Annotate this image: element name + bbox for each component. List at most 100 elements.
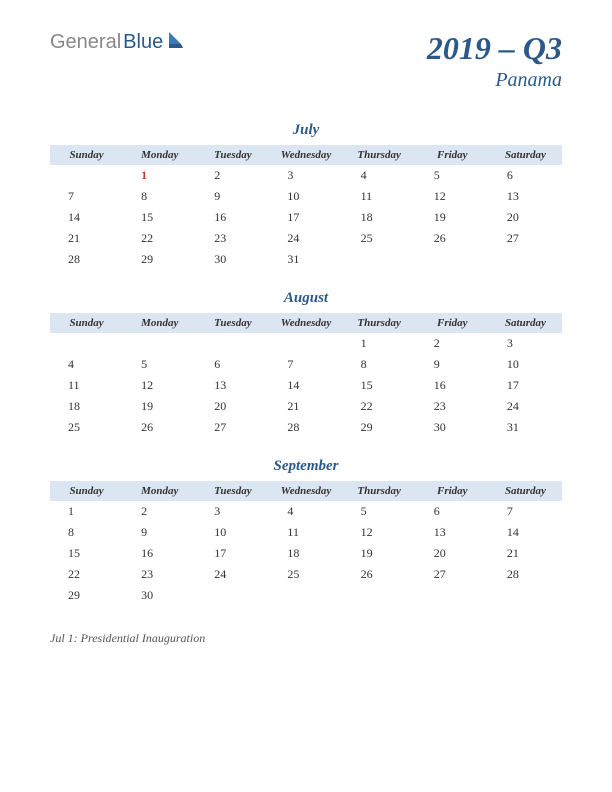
day-header: Wednesday (269, 145, 342, 165)
calendar-cell: 19 (123, 396, 196, 417)
calendar-cell (196, 333, 269, 354)
month-block: AugustSundayMondayTuesdayWednesdayThursd… (50, 290, 562, 438)
calendar-cell: 4 (50, 354, 123, 375)
day-header: Sunday (50, 145, 123, 165)
calendar-cell: 23 (196, 228, 269, 249)
calendar-cell (269, 585, 342, 606)
calendar-cell (343, 249, 416, 270)
calendar-cell (489, 585, 562, 606)
day-header: Thursday (343, 313, 416, 333)
calendar-cell: 17 (489, 375, 562, 396)
calendar-cell: 3 (269, 165, 342, 186)
calendar-cell: 5 (416, 165, 489, 186)
calendar-row: 45678910 (50, 354, 562, 375)
month-name: September (50, 458, 562, 475)
calendar-row: 891011121314 (50, 522, 562, 543)
calendar-cell (489, 249, 562, 270)
quarter-title: 2019 – Q3 (427, 30, 562, 67)
calendar-cell: 27 (416, 564, 489, 585)
logo-text-general: General (50, 31, 121, 54)
calendar-cell: 8 (343, 354, 416, 375)
calendar-cell: 30 (416, 417, 489, 438)
calendars-container: JulySundayMondayTuesdayWednesdayThursday… (50, 122, 562, 606)
logo: General Blue (50, 30, 185, 55)
calendar-cell: 13 (416, 522, 489, 543)
calendar-cell: 5 (343, 501, 416, 522)
calendar-cell: 20 (489, 207, 562, 228)
calendar-cell: 2 (123, 501, 196, 522)
calendar-row: 1234567 (50, 501, 562, 522)
calendar-row: 18192021222324 (50, 396, 562, 417)
calendar-row: 21222324252627 (50, 228, 562, 249)
calendar-cell: 10 (196, 522, 269, 543)
calendar-cell: 15 (50, 543, 123, 564)
calendar-cell: 15 (343, 375, 416, 396)
calendar-cell: 12 (416, 186, 489, 207)
calendar-cell: 22 (50, 564, 123, 585)
calendar-cell: 11 (269, 522, 342, 543)
calendar-cell: 9 (123, 522, 196, 543)
calendar-cell: 2 (196, 165, 269, 186)
calendar-cell: 20 (196, 396, 269, 417)
country-title: Panama (427, 69, 562, 92)
calendar-cell: 18 (50, 396, 123, 417)
calendar-cell: 24 (196, 564, 269, 585)
calendar-cell: 1 (50, 501, 123, 522)
calendar-cell: 3 (489, 333, 562, 354)
calendar-cell: 15 (123, 207, 196, 228)
calendar-row: 2930 (50, 585, 562, 606)
calendar-cell: 17 (269, 207, 342, 228)
calendar-cell: 19 (343, 543, 416, 564)
calendar-cell: 29 (50, 585, 123, 606)
calendar-table: SundayMondayTuesdayWednesdayThursdayFrid… (50, 313, 562, 438)
calendar-cell: 16 (196, 207, 269, 228)
day-header: Saturday (489, 481, 562, 501)
calendar-cell: 1 (343, 333, 416, 354)
day-header: Monday (123, 313, 196, 333)
calendar-cell (50, 333, 123, 354)
calendar-cell: 13 (489, 186, 562, 207)
calendar-cell: 14 (50, 207, 123, 228)
calendar-cell: 29 (343, 417, 416, 438)
calendar-cell: 26 (416, 228, 489, 249)
calendar-cell: 10 (269, 186, 342, 207)
day-header: Thursday (343, 481, 416, 501)
calendar-cell: 26 (343, 564, 416, 585)
calendar-table: SundayMondayTuesdayWednesdayThursdayFrid… (50, 145, 562, 270)
calendar-cell: 8 (50, 522, 123, 543)
calendar-cell: 30 (123, 585, 196, 606)
calendar-cell: 3 (196, 501, 269, 522)
calendar-cell: 24 (489, 396, 562, 417)
calendar-cell (343, 585, 416, 606)
calendar-cell: 13 (196, 375, 269, 396)
calendar-table: SundayMondayTuesdayWednesdayThursdayFrid… (50, 481, 562, 606)
day-header: Wednesday (269, 313, 342, 333)
day-header: Sunday (50, 313, 123, 333)
calendar-cell: 22 (343, 396, 416, 417)
calendar-cell: 6 (196, 354, 269, 375)
calendar-row: 22232425262728 (50, 564, 562, 585)
calendar-cell: 31 (489, 417, 562, 438)
calendar-cell: 27 (489, 228, 562, 249)
calendar-cell: 4 (269, 501, 342, 522)
calendar-cell: 11 (343, 186, 416, 207)
logo-sail-icon (167, 30, 185, 55)
calendar-cell: 16 (416, 375, 489, 396)
calendar-cell: 6 (416, 501, 489, 522)
day-header: Thursday (343, 145, 416, 165)
calendar-cell: 18 (269, 543, 342, 564)
calendar-cell: 8 (123, 186, 196, 207)
calendar-cell: 14 (269, 375, 342, 396)
calendar-cell (196, 585, 269, 606)
logo-text-blue: Blue (123, 31, 163, 54)
calendar-cell: 21 (50, 228, 123, 249)
calendar-row: 25262728293031 (50, 417, 562, 438)
day-header: Wednesday (269, 481, 342, 501)
day-header: Monday (123, 481, 196, 501)
calendar-cell: 29 (123, 249, 196, 270)
calendar-cell: 28 (50, 249, 123, 270)
calendar-cell (269, 333, 342, 354)
day-header: Friday (416, 481, 489, 501)
holiday-notes: Jul 1: Presidential Inauguration (50, 631, 562, 646)
day-header: Friday (416, 145, 489, 165)
